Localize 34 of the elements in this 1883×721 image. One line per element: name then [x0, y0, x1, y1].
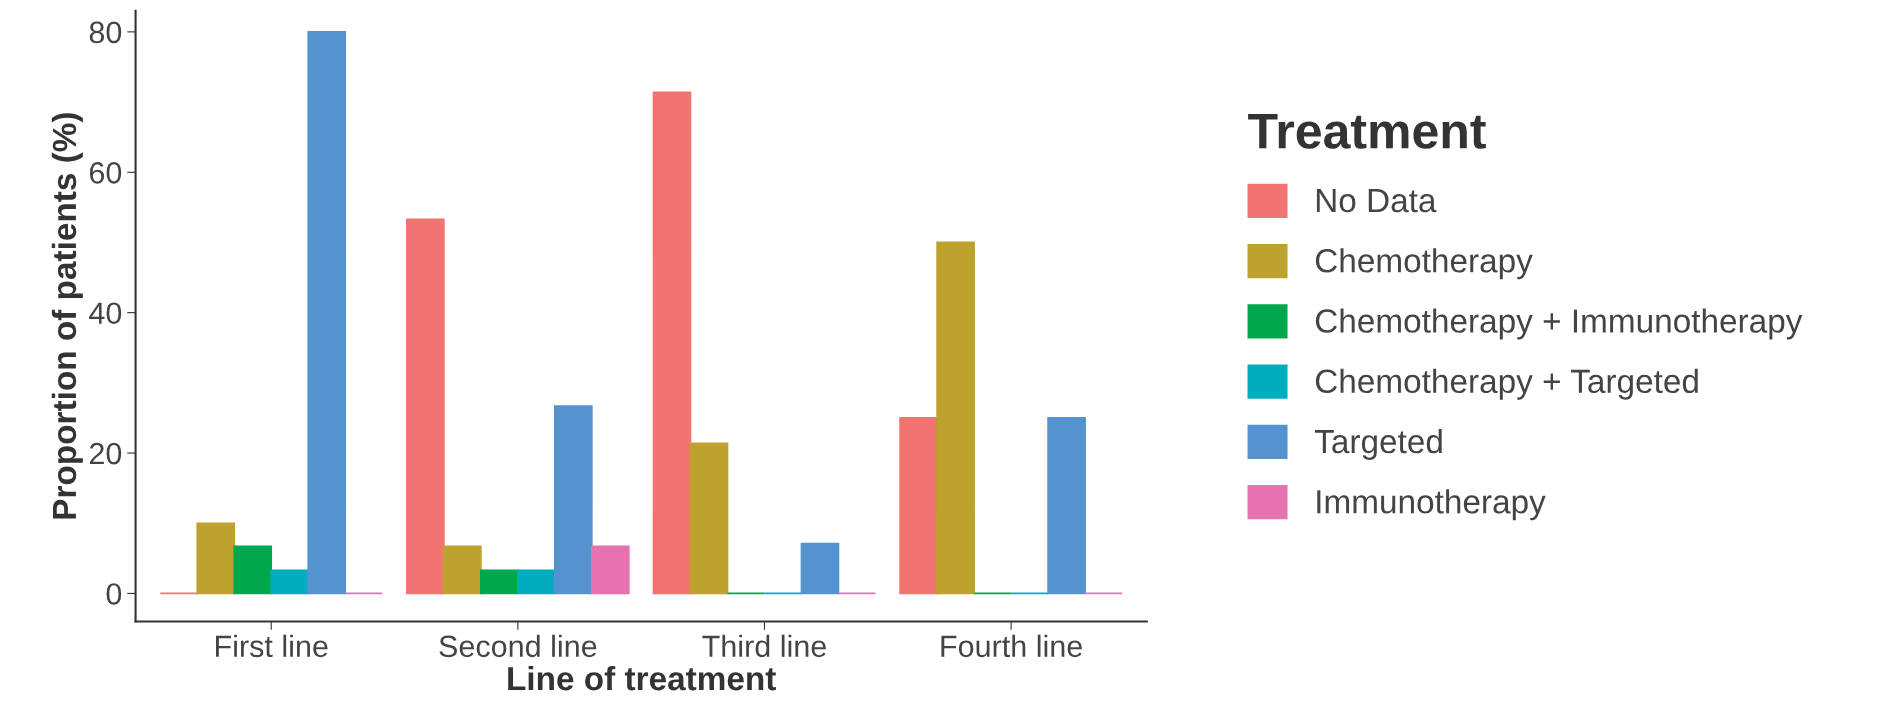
x-tick-label: Second line [439, 634, 597, 658]
y-tick-label: 60 [89, 162, 122, 184]
bar [233, 545, 273, 595]
legend-label: Chemotherapy + Immunotherapy [1315, 308, 1803, 340]
bar [480, 569, 519, 595]
x-axis-title: Line of treatment [508, 665, 776, 691]
bar [689, 442, 729, 595]
bar [554, 405, 593, 595]
bar [443, 545, 482, 595]
y-axis-title: Proportion of patients (%) [51, 113, 83, 519]
bar [936, 241, 975, 595]
bar [899, 417, 938, 595]
y-tick-label: 0 [106, 583, 122, 605]
legend-label: Chemotherapy [1315, 248, 1533, 280]
legend-title: Treatment [1248, 113, 1486, 149]
x-tick-label: First line [216, 634, 328, 658]
legend-label: No Data [1316, 189, 1437, 213]
bar [517, 569, 556, 595]
bar [591, 545, 630, 595]
y-tick-label: 80 [89, 21, 122, 44]
x-tick-label: Third line [702, 634, 826, 658]
bar [307, 31, 347, 595]
bar [1047, 417, 1086, 595]
legend-label: Chemotherapy + Targeted [1315, 368, 1698, 400]
legend-label: Targeted [1314, 428, 1442, 460]
bar [270, 569, 310, 595]
bar [196, 522, 236, 595]
y-tick-label: 20 [89, 442, 122, 465]
bar [652, 91, 692, 595]
y-tick-label: 40 [89, 302, 122, 325]
bar [800, 542, 840, 595]
legend-label: Immunotherapy [1317, 489, 1546, 521]
x-tick-label: Fourth line [941, 634, 1082, 658]
bar [406, 218, 445, 595]
